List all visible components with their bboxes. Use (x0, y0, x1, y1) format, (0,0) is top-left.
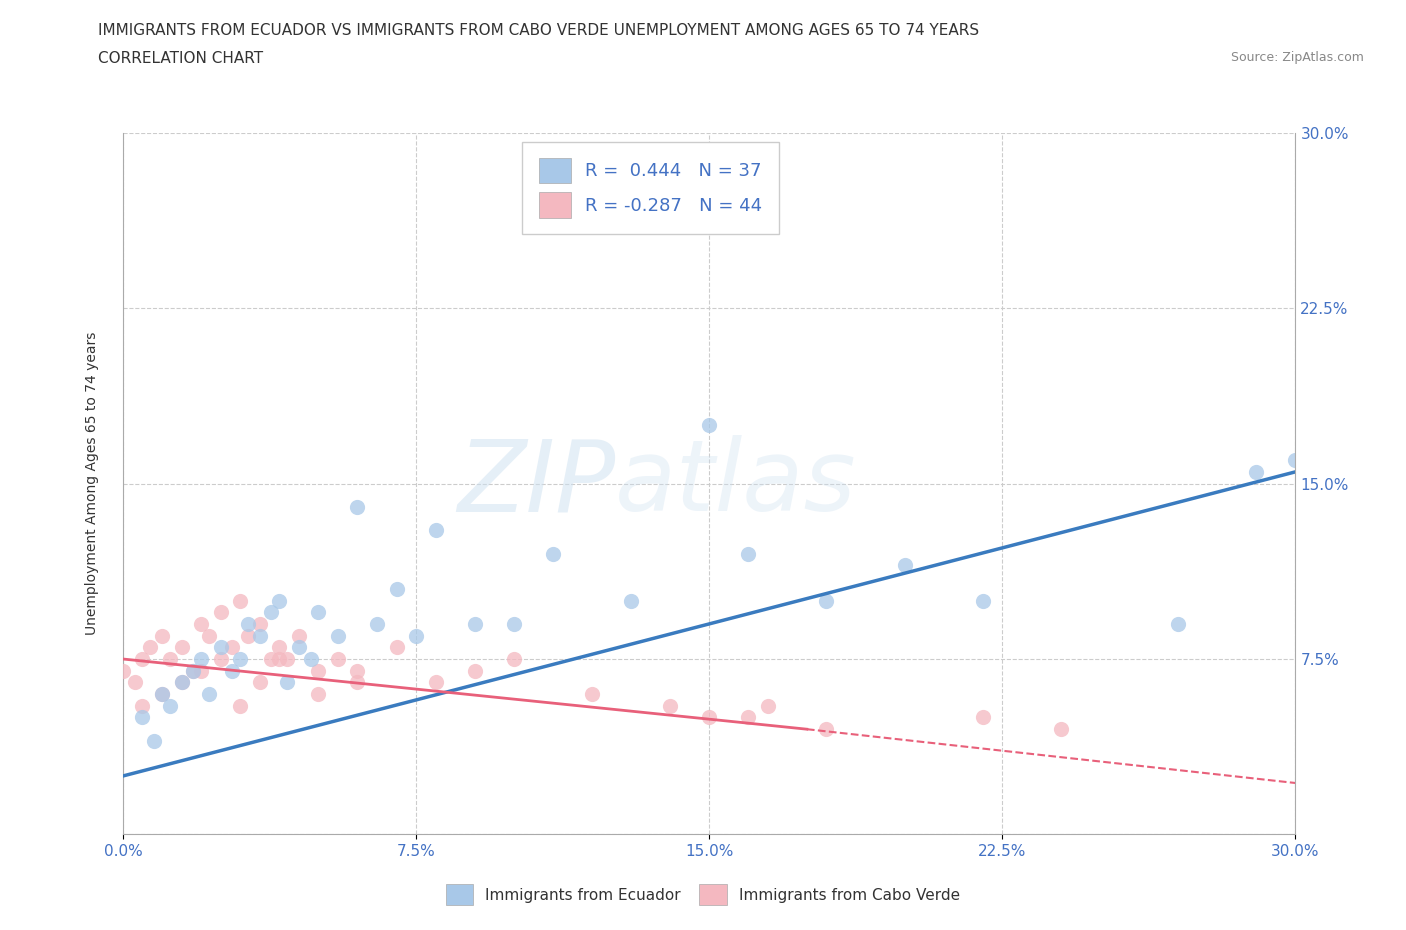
Point (288, 640, 311, 655)
Point (502, 652, 524, 667)
Point (269, 652, 291, 667)
Point (1284, 453, 1306, 468)
Point (697, 418, 720, 432)
Point (425, 523, 447, 538)
Point (1167, 617, 1189, 631)
Point (124, 675, 146, 690)
Point (198, 686, 221, 701)
Point (236, 617, 259, 631)
Point (326, 652, 349, 667)
Point (229, 698, 252, 713)
Point (502, 617, 524, 631)
Point (288, 628, 311, 643)
Point (815, 593, 838, 608)
Point (659, 698, 682, 713)
Point (405, 628, 427, 643)
Point (190, 617, 212, 631)
Point (181, 663, 204, 678)
Point (307, 686, 329, 701)
Point (139, 640, 162, 655)
Point (131, 711, 153, 725)
Point (346, 499, 368, 514)
Point (131, 652, 153, 667)
Point (346, 663, 368, 678)
Point (260, 604, 283, 619)
Point (221, 640, 243, 655)
Point (260, 652, 283, 667)
Point (198, 628, 221, 643)
Point (737, 711, 759, 725)
Point (464, 663, 486, 678)
Point (307, 663, 329, 678)
Point (541, 546, 564, 561)
Text: Source: ZipAtlas.com: Source: ZipAtlas.com (1230, 51, 1364, 64)
Legend: R =  0.444   N = 37, R = -0.287   N = 44: R = 0.444 N = 37, R = -0.287 N = 44 (522, 141, 779, 234)
Point (697, 711, 720, 725)
Point (159, 652, 181, 667)
Point (143, 734, 166, 749)
Text: CORRELATION CHART: CORRELATION CHART (98, 51, 263, 66)
Text: ZIP: ZIP (457, 435, 616, 532)
Point (620, 593, 643, 608)
Legend: Immigrants from Ecuador, Immigrants from Cabo Verde: Immigrants from Ecuador, Immigrants from… (439, 876, 967, 913)
Point (425, 675, 447, 690)
Point (170, 675, 193, 690)
Point (209, 604, 232, 619)
Point (190, 652, 212, 667)
Point (276, 675, 298, 690)
Point (972, 711, 994, 725)
Point (221, 663, 243, 678)
Point (170, 640, 193, 655)
Point (893, 558, 915, 573)
Point (581, 686, 603, 701)
Y-axis label: Unemployment Among Ages 65 to 74 years: Unemployment Among Ages 65 to 74 years (86, 332, 100, 635)
Point (150, 686, 173, 701)
Point (972, 593, 994, 608)
Point (326, 628, 349, 643)
Point (249, 617, 271, 631)
Point (249, 675, 271, 690)
Point (170, 675, 193, 690)
Text: atlas: atlas (616, 435, 858, 532)
Point (385, 581, 408, 596)
Text: IMMIGRANTS FROM ECUADOR VS IMMIGRANTS FROM CABO VERDE UNEMPLOYMENT AMONG AGES 65: IMMIGRANTS FROM ECUADOR VS IMMIGRANTS FR… (98, 23, 980, 38)
Point (756, 698, 779, 713)
Point (150, 628, 173, 643)
Point (276, 652, 298, 667)
Point (346, 675, 368, 690)
Point (1050, 722, 1073, 737)
Point (159, 698, 181, 713)
Point (209, 652, 232, 667)
Point (269, 593, 291, 608)
Point (299, 652, 322, 667)
Point (190, 663, 212, 678)
Point (150, 686, 173, 701)
Point (249, 628, 271, 643)
Point (815, 722, 838, 737)
Point (209, 640, 232, 655)
Point (111, 663, 134, 678)
Point (366, 617, 388, 631)
Point (269, 640, 291, 655)
Point (131, 698, 153, 713)
Point (307, 604, 329, 619)
Point (181, 663, 204, 678)
Point (385, 640, 408, 655)
Point (1246, 464, 1268, 479)
Point (737, 546, 759, 561)
Point (236, 628, 259, 643)
Point (229, 593, 252, 608)
Point (464, 617, 486, 631)
Point (229, 652, 252, 667)
